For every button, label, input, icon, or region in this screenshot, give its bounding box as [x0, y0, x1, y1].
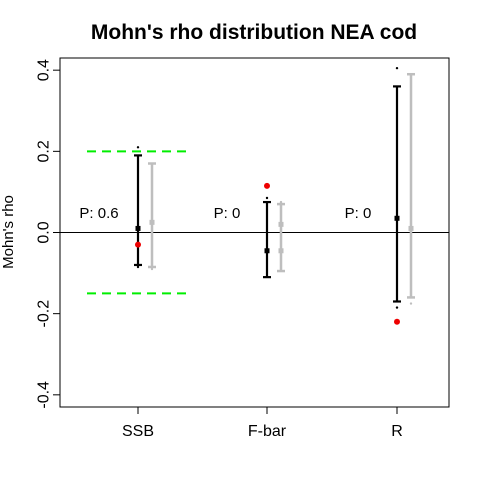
y-axis-label: Mohn's rho: [0, 195, 17, 269]
p-value-label: P: 0: [345, 205, 372, 222]
error-bar-center: [408, 225, 414, 231]
highlight-point: [394, 318, 400, 325]
error-bar-center: [394, 215, 400, 221]
outlier-point: [395, 306, 399, 309]
outlier-point: [150, 267, 154, 271]
outlier-point: [409, 302, 413, 305]
highlight-point: [264, 182, 270, 189]
y-tick-label: -0.2: [36, 300, 53, 328]
error-bar-center: [264, 248, 270, 254]
p-value-label: P: 0: [214, 205, 241, 222]
outlier-point: [136, 265, 140, 269]
error-bar-center: [278, 248, 284, 254]
y-tick-label: -0.4: [36, 381, 53, 409]
y-tick-label: 0.2: [36, 140, 53, 162]
error-bar-center: [278, 221, 284, 227]
outlier-point: [265, 196, 269, 200]
y-tick-label: 0.0: [36, 221, 53, 243]
x-tick-label: R: [391, 423, 403, 440]
x-tick-label: SSB: [122, 423, 154, 440]
chart-title: Mohn's rho distribution NEA cod: [91, 21, 417, 44]
outlier-point: [136, 146, 140, 149]
y-tick-label: 0.4: [36, 59, 53, 81]
p-value-label: P: 0.6: [79, 205, 118, 222]
error-bar-center: [135, 225, 141, 231]
error-bar-center: [149, 219, 155, 225]
x-tick-label: F-bar: [248, 423, 287, 440]
plot-area: -0.4 -0.2 0.0 0.2 0.4 SSB F-bar R P: 0.6 P: 0 P: 0: [36, 57, 450, 440]
highlight-point: [135, 241, 141, 248]
outlier-point: [395, 66, 399, 70]
outlier-point: [279, 200, 283, 204]
